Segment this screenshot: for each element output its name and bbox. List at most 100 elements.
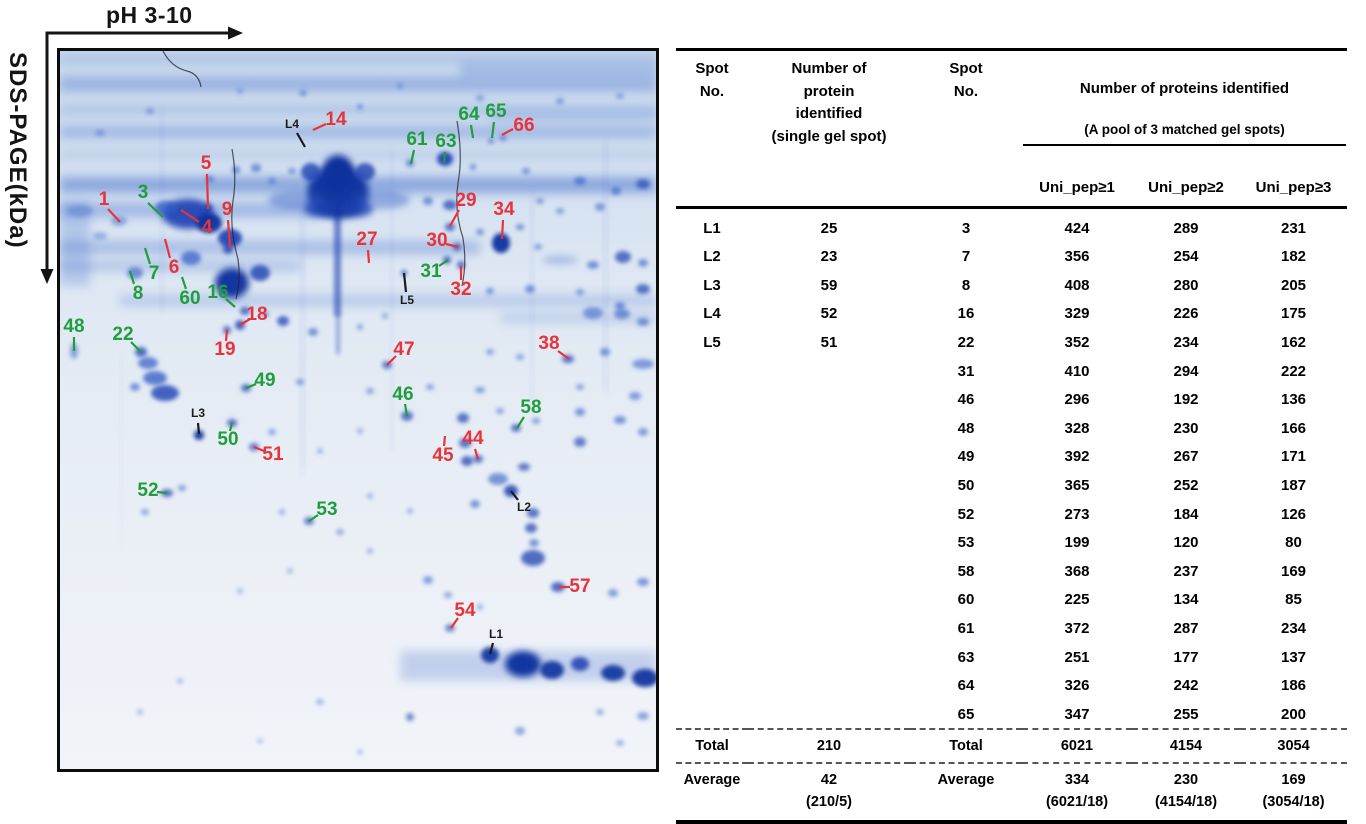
spot-leader-line [253, 445, 265, 453]
table-cell [748, 700, 910, 730]
table-cell [748, 471, 910, 500]
spot-label-L2: L2 [517, 500, 531, 514]
spot-leader-line [205, 173, 210, 210]
spot-label-L3: L3 [191, 406, 205, 420]
table-cell: 85 [1285, 591, 1302, 609]
table-cell: 372 [1064, 619, 1090, 637]
spot-label-L5: L5 [400, 293, 414, 307]
spot-label-46: 46 [392, 384, 413, 405]
table-cell [748, 614, 910, 643]
total-label-pool: Total [949, 738, 983, 755]
table-cell: 162 [1281, 333, 1307, 351]
spot-leader-line [500, 219, 505, 240]
spot-label-38: 38 [538, 333, 559, 354]
spot-leader-line [469, 124, 475, 139]
table-cell: 255 [1173, 705, 1199, 723]
table-cell: 58 [957, 562, 975, 580]
header-uni-pep-1: Uni_pep≥1 [1039, 179, 1115, 197]
table-cell: 424 [1064, 219, 1090, 237]
table-row: 46 296 192 136 [676, 385, 1347, 414]
table-cell: 199 [1064, 534, 1090, 552]
table-cell: 63 [957, 648, 975, 666]
table-cell: 46 [957, 391, 975, 409]
spot-label-18: 18 [246, 304, 267, 325]
spot-label-44: 44 [462, 428, 484, 449]
average-label-single: Average [683, 772, 741, 789]
spot-label-51: 51 [262, 444, 284, 465]
table-cell [676, 528, 748, 557]
table-cell: 280 [1173, 276, 1199, 294]
gel-panel: pH 3-10 SDS-PAGE(kDa) [0, 0, 670, 790]
spot-leader-line [403, 403, 409, 417]
table-cell [748, 500, 910, 529]
table-body: L1 25 3 424 289 231 L2 23 7 356 254 182 L3 59 8 408 280 2… [676, 207, 1347, 729]
protein-table-panel: Spot No. Number of protein identified (s… [676, 48, 1348, 824]
table-cell: 226 [1173, 305, 1199, 323]
table-cell: 267 [1173, 448, 1199, 466]
table-cell: 7 [961, 248, 971, 266]
spot-leader-line [442, 435, 447, 447]
table-row: 49 392 267 171 [676, 443, 1347, 472]
table-row: 63 251 177 137 [676, 643, 1347, 672]
spot-leader-line [442, 151, 447, 164]
average-row: Average 42 (210/5) Average 334 (6021/18)… [676, 763, 1347, 822]
average-uni-pep-2-value: 230 [1173, 772, 1199, 789]
table-cell: 365 [1064, 476, 1090, 494]
spot-label-3: 3 [138, 182, 149, 203]
table-cell: 136 [1281, 391, 1307, 409]
table-cell: 137 [1281, 648, 1307, 666]
table-row: 52 273 184 126 [676, 500, 1347, 529]
spot-label-30: 30 [426, 230, 447, 251]
spot-label-32: 32 [450, 279, 471, 300]
table-cell [676, 443, 748, 472]
spot-label-19: 19 [214, 339, 235, 360]
spot-label-22: 22 [112, 324, 133, 345]
spot-leader-line [473, 448, 480, 460]
table-cell: 329 [1064, 305, 1090, 323]
table-cell [676, 671, 748, 700]
table-row: L4 52 16 329 226 175 [676, 300, 1347, 329]
table-cell: 200 [1281, 705, 1307, 723]
table-cell: 22 [957, 333, 975, 351]
spot-label-5: 5 [201, 153, 212, 174]
header-spot-no-pool: Spot No. [949, 60, 983, 100]
table-cell: 61 [957, 619, 975, 637]
spot-label-45: 45 [432, 445, 454, 466]
spot-leader-line [180, 276, 188, 290]
spot-label-60: 60 [179, 288, 200, 309]
table-header: Spot No. Number of protein identified (s… [676, 50, 1348, 208]
table-cell: 51 [820, 333, 838, 351]
spot-leader-line [450, 617, 459, 629]
spot-leader-line [143, 247, 152, 265]
spot-leader-line [409, 149, 416, 165]
header-single-gel-spot: Number of protein identified (single gel… [771, 60, 887, 145]
spot-label-66: 66 [513, 115, 534, 136]
spot-label-7: 7 [149, 263, 160, 284]
spot-leader-line [490, 121, 496, 139]
table-cell: L1 [703, 219, 721, 237]
header-uni-pep-2: Uni_pep≥2 [1148, 179, 1224, 197]
table-cell: 186 [1281, 677, 1307, 695]
spot-leader-line [228, 422, 234, 432]
table-row: 58 368 237 169 [676, 557, 1347, 586]
spot-label-61: 61 [406, 129, 428, 150]
spot-label-52: 52 [137, 480, 158, 501]
spot-leader-line [501, 128, 514, 136]
average-uni-pep-1-value: 334 [1064, 772, 1090, 789]
table-cell: 134 [1173, 591, 1199, 609]
table-cell: L5 [703, 333, 721, 351]
spot-label-50: 50 [217, 429, 238, 450]
table-cell: 126 [1281, 505, 1307, 523]
spot-leader-line [130, 341, 142, 353]
spot-label-16: 16 [207, 282, 228, 303]
table-cell: 23 [820, 248, 838, 266]
spot-leader-line [156, 490, 168, 495]
table-cell: 326 [1064, 677, 1090, 695]
spot-label-27: 27 [356, 229, 377, 250]
spot-label-L1: L1 [489, 627, 503, 641]
spot-leader-line [196, 422, 201, 435]
table-cell: 184 [1173, 505, 1199, 523]
spot-label-64: 64 [458, 104, 480, 125]
table-cell: 356 [1064, 248, 1090, 266]
